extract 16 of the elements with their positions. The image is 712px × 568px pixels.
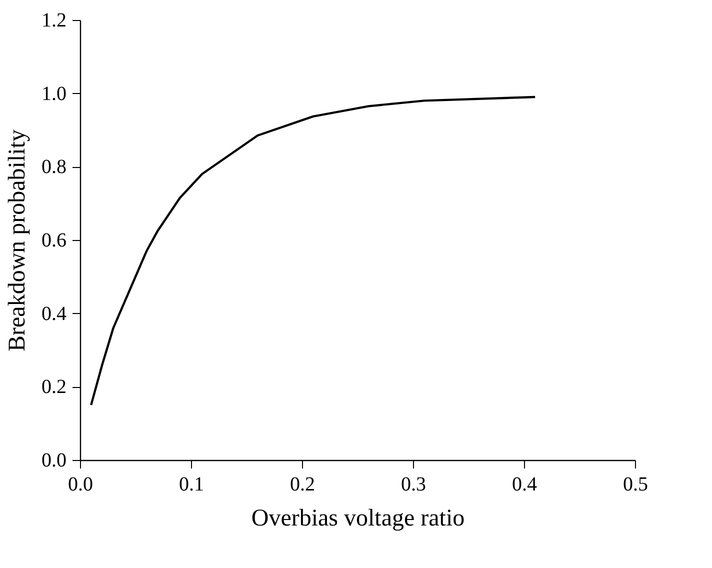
y-tick-label: 0.8	[42, 156, 66, 178]
x-tick-label: 0.4	[512, 474, 537, 496]
x-tick-label: 0.5	[623, 474, 648, 496]
y-axis-title: Breakdown probability	[4, 130, 30, 352]
y-tick-label: 1.0	[42, 82, 66, 105]
x-tick-label: 0.0	[68, 474, 93, 496]
y-tick-label: 1.2	[42, 10, 66, 32]
y-tick-label: 0.0	[42, 450, 66, 472]
line-series	[90, 96, 536, 406]
x-axis-title: Overbias voltage ratio	[251, 506, 465, 532]
y-tick-label: 0.6	[42, 230, 66, 252]
y-tick-label: 0.2	[42, 376, 66, 398]
y-tick-label: 0.4	[42, 302, 66, 325]
x-tick-label: 0.2	[290, 474, 315, 496]
x-tick-label: 0.3	[401, 474, 426, 496]
x-tick-label: 0.1	[179, 474, 204, 496]
